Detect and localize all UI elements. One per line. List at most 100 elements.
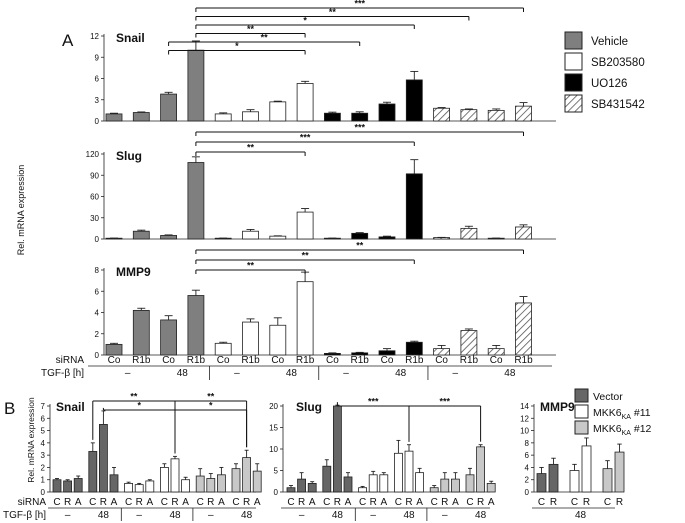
sirna-label: A <box>254 497 261 508</box>
bar <box>405 79 423 122</box>
sirna-label: A <box>309 497 316 508</box>
sirna-label: C <box>161 497 168 508</box>
bar <box>88 451 98 493</box>
bar <box>269 324 287 356</box>
bar <box>379 474 389 493</box>
bar <box>160 93 178 122</box>
sirna-label: A <box>75 497 82 508</box>
sirna-label: R <box>334 497 341 508</box>
bar <box>206 478 216 493</box>
y-tick-label: 4 <box>95 309 100 318</box>
bar <box>170 458 180 493</box>
y-tick-label: 15 <box>269 424 278 433</box>
y-tick-label: 4 <box>41 439 46 448</box>
bar <box>297 478 307 493</box>
bar <box>476 446 486 493</box>
sirna-label: R <box>136 497 143 508</box>
bar <box>378 103 396 122</box>
y-tick-label: 2 <box>41 463 46 472</box>
sirna-label: R <box>64 497 71 508</box>
y-tick-label: 3 <box>41 451 46 460</box>
tgf-label: – <box>442 510 448 521</box>
chart-title: Slug <box>116 149 142 163</box>
y-tick-label: 0 <box>525 488 530 497</box>
bar <box>358 487 368 493</box>
bar <box>450 478 460 493</box>
sirna-label: R <box>298 497 305 508</box>
legend-swatch-sb203580 <box>564 52 583 71</box>
sirna-label: R <box>550 497 557 508</box>
sirna-label: R <box>100 497 107 508</box>
tgf-label: – <box>343 368 349 379</box>
sirna-label: C <box>466 497 473 508</box>
sirna-label: R1b <box>187 355 206 366</box>
bar <box>429 487 439 493</box>
sirna-label: A <box>182 497 189 508</box>
bar <box>242 111 259 122</box>
y-tick-label: 8 <box>525 439 530 448</box>
y-tick-label: 6 <box>95 75 100 84</box>
sirna-label: R <box>583 497 590 508</box>
y-tick-label: 6 <box>525 451 530 460</box>
y-tick-label: 4 <box>525 463 530 472</box>
sirna-label: A <box>146 497 153 508</box>
sirna-label: R1b <box>241 355 260 366</box>
significance-label: *** <box>440 397 451 407</box>
sirna-label: R1b <box>405 355 424 366</box>
bar <box>132 112 150 122</box>
y-tick-label: 90 <box>90 171 99 180</box>
bar <box>269 235 287 240</box>
bar <box>569 470 580 493</box>
significance-label: ** <box>247 261 255 271</box>
tgf-label: 48 <box>504 368 516 379</box>
sirna-label: R <box>370 497 377 508</box>
sirna-row-label-a: siRNA <box>56 355 85 366</box>
bar <box>181 479 191 493</box>
bar <box>486 482 496 493</box>
bar <box>433 107 451 122</box>
x-labels-b: C R A C R A C R A C R A C R A C R A– 48–48–48C R A C R A C R A C R A C… <box>48 497 623 521</box>
tgf-label: 48 <box>98 510 110 521</box>
bar <box>515 302 532 356</box>
bar <box>73 478 83 493</box>
bar <box>160 319 178 356</box>
bar <box>465 474 475 493</box>
sirna-label: Co <box>381 355 394 366</box>
bar <box>109 474 119 493</box>
bar <box>296 211 314 240</box>
bar <box>105 343 123 356</box>
sirna-label: C <box>287 497 294 508</box>
bar <box>405 341 423 356</box>
chart-title: Snail <box>116 31 145 45</box>
bar <box>393 452 403 493</box>
significance-label: * <box>209 401 213 411</box>
bar <box>460 109 478 122</box>
legend-label-sb203580: SB203580 <box>591 57 645 69</box>
tgf-label: – <box>452 368 458 379</box>
sirna-label: R <box>477 497 484 508</box>
y-tick-label: 0 <box>274 488 279 497</box>
tgf-label: – <box>136 510 142 521</box>
significance-label: ** <box>329 7 337 17</box>
bar <box>322 465 332 493</box>
sirna-label: C <box>197 497 204 508</box>
y-tick-label: 12 <box>90 32 99 41</box>
sirna-label: R <box>171 497 178 508</box>
y-tick-label: 0 <box>95 117 100 126</box>
bar <box>242 321 259 356</box>
sirna-label: R1b <box>460 355 479 366</box>
y-tick-label: 6 <box>95 287 100 296</box>
bar <box>581 445 592 493</box>
tgf-row-label-b: TGF-β [h] <box>3 510 46 521</box>
sirna-label: A <box>111 497 118 508</box>
x-labels-a: Co R1b Co R1b Co R1b Co R1b Co R1b Co R1b Co R1b Co R1b… <box>88 355 552 380</box>
sirna-label: Co <box>217 355 230 366</box>
bar <box>296 83 314 122</box>
sirna-label: C <box>431 497 438 508</box>
y-tick-label: 3 <box>95 96 100 105</box>
panel-a-ylabel: Rel. mRNA expression <box>16 165 26 256</box>
bar <box>378 236 396 240</box>
significance-label: * <box>303 16 307 26</box>
